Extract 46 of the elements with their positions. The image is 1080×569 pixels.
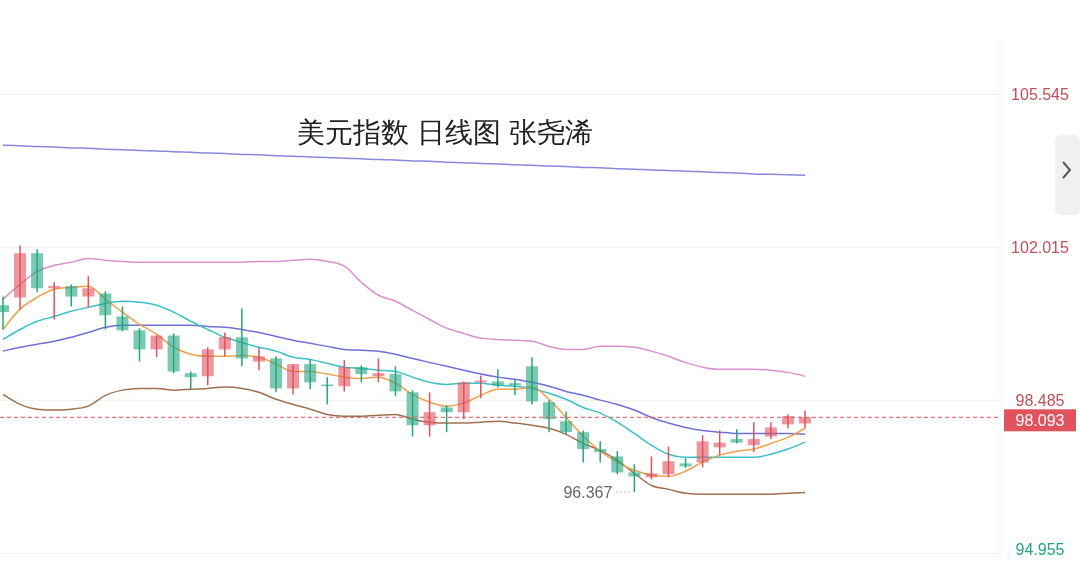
candlestick [406,389,419,438]
candlestick [82,275,95,309]
candlestick [560,410,573,436]
candlestick [304,358,317,391]
candlestick [218,331,231,358]
candlestick [645,455,658,481]
candlestick [338,359,351,393]
candlestick [65,283,78,308]
candlestick [508,378,521,397]
candlestick [577,429,590,464]
candlestick [628,463,641,493]
candlestick [491,368,504,389]
candlestick [252,346,265,371]
annotation: 96.367 [563,484,613,502]
y-tick-label: 102.015 [1011,239,1070,257]
candlestick [764,421,777,440]
candlestick [662,445,675,478]
candlestick [201,346,214,387]
candlestick [747,421,760,453]
candlestick [525,356,538,406]
candlestick [389,365,402,397]
candlestick [543,399,556,433]
candlestick [133,327,146,363]
candlestick [150,334,163,358]
line-series [2,285,806,478]
candlestick [594,440,607,464]
candlestick [48,281,61,321]
candlestick [696,434,709,469]
line-series [2,144,806,176]
candlestick [31,248,44,293]
y-tick-label: 98.485 [1015,392,1065,410]
candlestick [116,305,129,332]
candlestick [372,357,385,384]
candlestick [99,290,112,331]
candlestick [287,363,300,396]
candlestick [14,244,27,311]
y-tick-label: 105.545 [1011,86,1070,104]
candlestick [440,404,453,433]
candlestick [270,355,283,394]
text: 美元指数 日线图 张尧浠 [297,117,593,148]
line-series [2,257,806,378]
candlestick [611,450,624,475]
ref-line-label: 98.093 [1015,412,1065,430]
candlestick [235,307,248,368]
y-tick-label: 94.955 [1015,541,1065,559]
candlestick [167,332,180,374]
